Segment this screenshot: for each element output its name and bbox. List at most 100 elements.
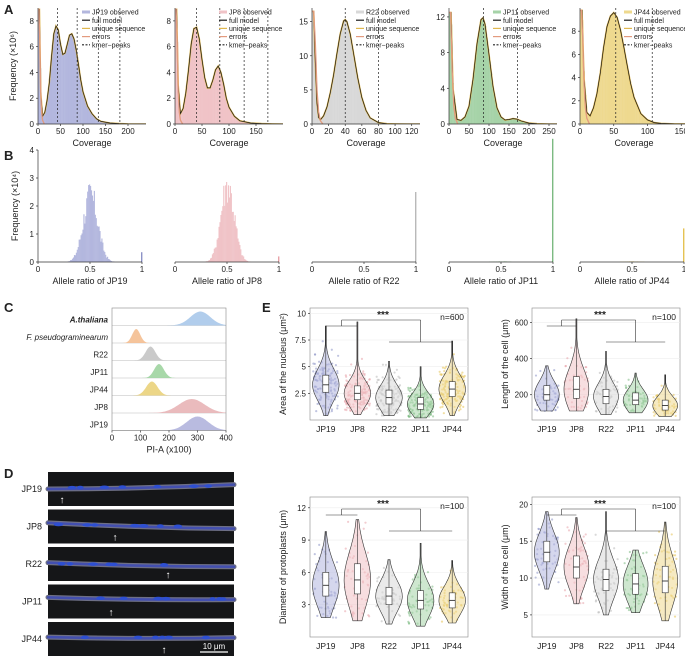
observed-bar — [324, 111, 327, 124]
allele-bar — [211, 254, 214, 262]
allele-bar — [221, 210, 223, 262]
allele-bar — [80, 235, 82, 262]
x-tick-label: 0.5 — [358, 265, 370, 274]
data-point — [557, 384, 560, 387]
nucleus — [201, 635, 210, 640]
data-point — [376, 580, 379, 583]
y-tick-label: 6 — [302, 568, 307, 577]
nucleus — [189, 484, 199, 488]
observed-bar — [322, 115, 325, 124]
observed-bar — [469, 100, 471, 124]
data-point — [597, 611, 601, 614]
y-tick-label: 8 — [441, 49, 446, 58]
data-point — [337, 354, 340, 357]
nucleus — [153, 596, 164, 601]
sample-size-label: n=100 — [652, 312, 676, 322]
observed-bar — [649, 121, 652, 124]
allele-bar — [69, 261, 71, 262]
data-point — [534, 564, 537, 567]
ridge-density — [112, 311, 226, 326]
data-point — [673, 550, 677, 553]
observed-bar — [513, 118, 516, 124]
data-point — [583, 542, 587, 545]
observed-bar — [647, 120, 650, 124]
data-point — [556, 406, 559, 409]
observed-bar — [643, 116, 645, 124]
y-axis-label: Width of the cell (μm) — [500, 524, 510, 609]
data-point — [452, 353, 455, 356]
observed-bar — [93, 116, 96, 124]
category-label: JP8 — [350, 641, 365, 651]
x-tick-label: 1 — [140, 265, 145, 274]
x-tick-label: 120 — [405, 127, 419, 136]
y-tick-label: 200 — [515, 391, 529, 400]
data-point — [408, 412, 411, 416]
observed-bar — [617, 19, 619, 124]
data-point — [625, 606, 628, 610]
observed-bar — [464, 116, 467, 124]
data-point — [582, 535, 585, 538]
y-tick-label: 6 — [30, 43, 35, 52]
observed-bar — [244, 121, 247, 124]
observed-bar — [47, 92, 49, 124]
observed-bar — [638, 110, 641, 124]
category-label: JP8 — [350, 424, 365, 434]
allele-bar — [223, 185, 225, 262]
allele-bar — [89, 184, 91, 262]
legend-label: JP8 observed — [229, 10, 272, 17]
allele-spike-bar — [415, 192, 417, 262]
observed-bar — [465, 112, 468, 124]
y-axis-label: Frequency (×10⁴) — [10, 171, 20, 241]
x-axis-label: Coverage — [346, 138, 385, 148]
data-point — [624, 384, 627, 387]
data-point — [347, 520, 350, 523]
y-tick-label: 4 — [30, 146, 35, 155]
data-point — [360, 357, 364, 360]
data-point — [595, 599, 598, 602]
data-point — [609, 609, 613, 612]
x-tick-label: 0.5 — [626, 265, 638, 274]
allele-chart-jp11: 0 0.5 1 Allele ratio of JP11 — [447, 138, 556, 286]
legend-label: JP44 observed — [634, 10, 681, 17]
errors-line — [449, 11, 459, 124]
observed-bar — [225, 99, 228, 124]
legend-label: errors — [229, 34, 248, 41]
observed-bar — [650, 121, 653, 124]
data-point — [429, 413, 432, 416]
observed-bar — [242, 121, 245, 124]
y-tick-label: 400 — [515, 355, 529, 364]
septum-arrow: ↑ — [166, 570, 171, 581]
observed-bar — [366, 111, 368, 124]
observed-bar — [198, 37, 200, 124]
data-point — [377, 378, 380, 381]
nucleus — [88, 562, 99, 566]
observed-bar — [458, 119, 460, 124]
legend-label: kmer−peaks — [503, 42, 542, 49]
septum-arrow: ↑ — [162, 645, 167, 656]
observed-bar — [621, 39, 624, 124]
category-label: JP19 — [537, 424, 557, 434]
allele-bar — [240, 249, 242, 262]
x-tick-label: 0 — [310, 127, 315, 136]
observed-bar — [489, 61, 491, 124]
nucleus — [82, 523, 93, 527]
data-point — [459, 404, 463, 407]
box — [661, 399, 669, 411]
data-point — [426, 571, 430, 574]
nucleus — [53, 522, 64, 527]
observed-bar — [603, 45, 605, 124]
data-point — [460, 373, 463, 376]
data-point — [537, 583, 541, 586]
observed-bar — [609, 17, 612, 124]
allele-bar — [86, 198, 88, 262]
observed-bar — [236, 118, 239, 124]
allele-bar — [102, 242, 104, 262]
allele-bar — [210, 257, 213, 262]
y-tick-label: 3 — [302, 601, 307, 610]
observed-bar — [449, 12, 451, 124]
allele-bar — [79, 239, 81, 262]
data-point — [367, 614, 370, 617]
violin-chart-nucleus: 2.5 5 7.5 10 JP19 JP8 R22 JP11 JP44 *** n=600 Area … — [278, 307, 469, 434]
observed-bar — [373, 120, 376, 124]
allele-bar — [75, 252, 77, 262]
